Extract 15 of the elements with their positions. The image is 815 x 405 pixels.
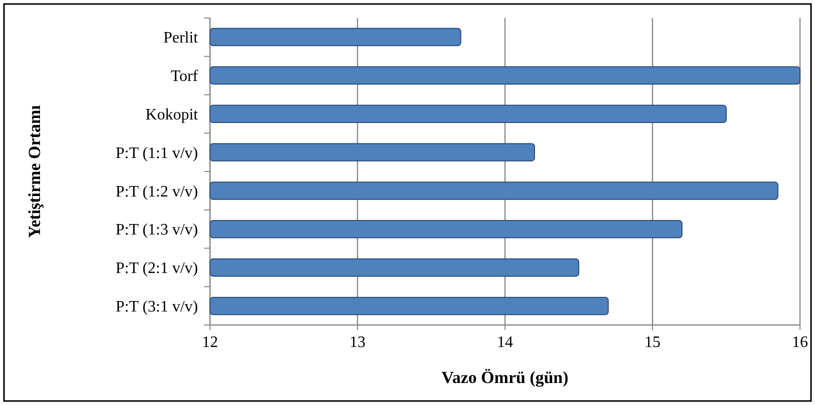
y-tick-label: P:T (1:2 v/v) <box>116 183 198 200</box>
x-tick-label: 13 <box>350 334 366 351</box>
y-tick-label: P:T (1:1 v/v) <box>116 144 198 162</box>
y-tick-label: P:T (2:1 v/v) <box>116 260 198 278</box>
x-tick-label: 16 <box>792 334 808 351</box>
x-tick-label: 14 <box>497 334 513 351</box>
y-tick-label: Torf <box>170 68 199 86</box>
x-axis-title: Vazo Ömrü (gün) <box>442 368 568 387</box>
x-tick-label: 12 <box>202 334 218 351</box>
x-tick-label: 15 <box>644 334 660 351</box>
y-tick-label: Kokopit <box>146 106 199 124</box>
y-tick-label: P:T (1:3 v/v) <box>116 222 198 239</box>
y-axis-title: Yetiştirme Ortamı <box>25 104 44 238</box>
y-tick-label: Perlit <box>163 30 199 47</box>
y-tick-label: P:T (3:1 v/v) <box>116 298 198 316</box>
